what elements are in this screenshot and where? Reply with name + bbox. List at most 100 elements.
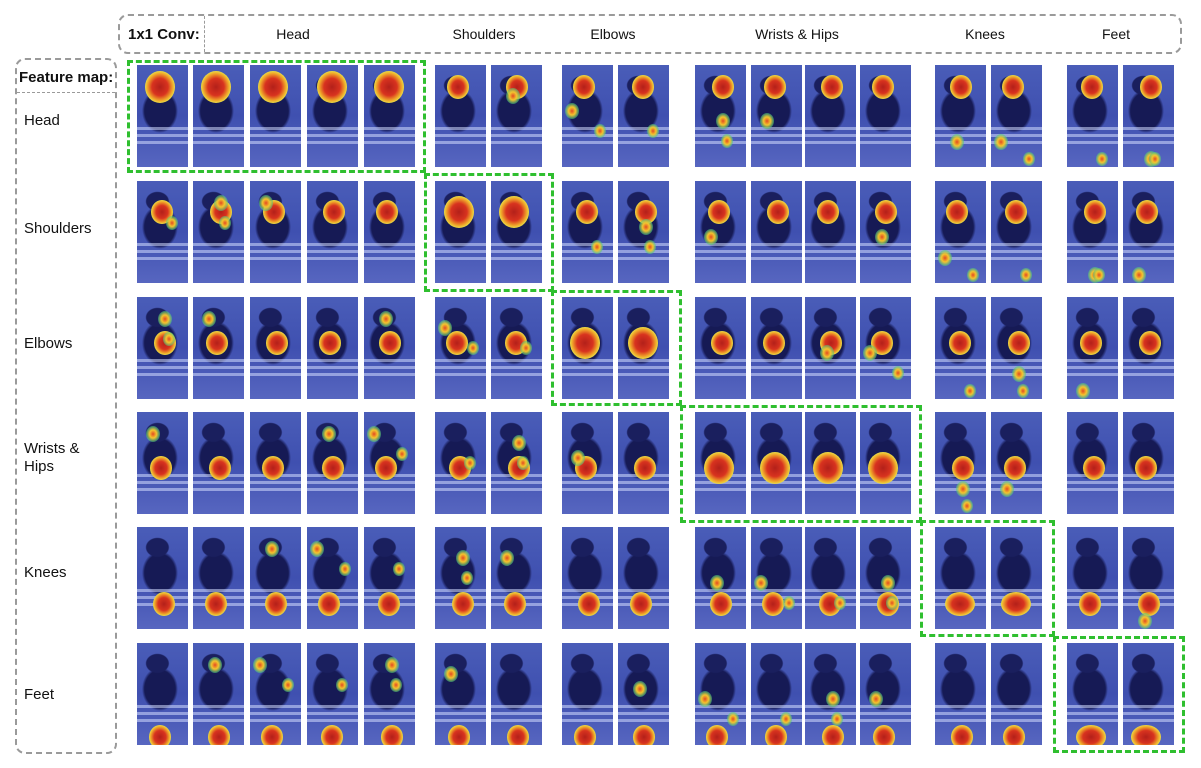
heatmap-spot-2 (467, 341, 479, 355)
heatmap-spot-0 (374, 71, 404, 103)
heatmap-thumb-feet-elbows (562, 643, 613, 745)
heatmap-spot-0 (575, 456, 597, 480)
heatmap-spot-0 (1080, 331, 1102, 355)
heatmap-spot-0 (570, 327, 600, 359)
heatmap-spot-0 (447, 75, 469, 99)
heatmap-thumb-wrists-hips-head (250, 412, 301, 514)
row-label-wrists-hips: Wrists & Hips (24, 440, 80, 475)
heatmap-spot-0 (1139, 331, 1161, 355)
heatmap-spot-0 (1076, 725, 1106, 745)
heatmap-spot-0 (1079, 592, 1101, 616)
heatmap-spot-2 (591, 240, 603, 254)
heatmap-spot-2 (461, 571, 473, 585)
heatmap-thumb-shoulders-knees (935, 181, 986, 283)
heatmap-spot-2 (1023, 152, 1035, 166)
heatmap-spot-1 (1138, 613, 1152, 629)
heatmap-thumb-wrists-hips-feet (1123, 412, 1174, 514)
heatmap-thumb-knees-knees (935, 527, 986, 629)
heatmap-thumb-elbows-wrists-hips (695, 297, 746, 399)
heatmap-spot-2 (967, 268, 979, 282)
heatmap-spot-1 (698, 691, 712, 707)
heatmap-spot-1 (704, 229, 718, 245)
heatmap-thumb-knees-shoulders (435, 527, 486, 629)
column-label-feet: Feet (1101, 26, 1131, 42)
conv-header: 1x1 Conv: (118, 14, 1182, 54)
heatmap-spot-1 (202, 311, 216, 327)
heatmap-spot-0 (319, 331, 341, 355)
heatmap-spot-0 (205, 592, 227, 616)
heatmap-spot-0 (945, 592, 975, 616)
heatmap-spot-1 (710, 575, 724, 591)
heatmap-spot-0 (449, 456, 471, 480)
heatmap-spot-0 (767, 200, 789, 224)
heatmap-thumb-elbows-elbows (618, 297, 669, 399)
heatmap-thumb-knees-head (250, 527, 301, 629)
heatmap-spot-0 (708, 200, 730, 224)
heatmap-spot-0 (578, 592, 600, 616)
heatmap-thumb-shoulders-head (250, 181, 301, 283)
heatmap-spot-2 (219, 216, 231, 230)
heatmap-spot-0 (710, 592, 732, 616)
heatmap-thumb-head-elbows (618, 65, 669, 167)
heatmap-spot-0 (266, 331, 288, 355)
heatmap-spot-1 (506, 88, 520, 104)
heatmap-spot-0 (1005, 200, 1027, 224)
heatmap-spot-0 (712, 75, 734, 99)
heatmap-spot-0 (632, 75, 654, 99)
heatmap-thumb-feet-wrists-hips (695, 643, 746, 745)
heatmap-spot-0 (764, 75, 786, 99)
heatmap-spot-0 (201, 71, 231, 103)
heatmap-thumb-elbows-wrists-hips (805, 297, 856, 399)
heatmap-thumb-feet-wrists-hips (751, 643, 802, 745)
heatmap-thumb-shoulders-wrists-hips (860, 181, 911, 283)
heatmap-thumb-knees-shoulders (491, 527, 542, 629)
heatmap-spot-1 (1076, 383, 1090, 399)
heatmap-thumb-shoulders-head (137, 181, 188, 283)
heatmap-thumb-wrists-hips-elbows (562, 412, 613, 514)
heatmap-spot-0 (1002, 75, 1024, 99)
heatmap-spot-1 (826, 691, 840, 707)
heatmap-spot-0 (1001, 592, 1031, 616)
heatmap-thumb-shoulders-knees (991, 181, 1042, 283)
heatmap-spot-0 (820, 331, 842, 355)
heatmap-spot-0 (263, 200, 285, 224)
heatmap-spot-0 (762, 592, 784, 616)
heatmap-thumb-shoulders-wrists-hips (805, 181, 856, 283)
heatmap-spot-2 (892, 366, 904, 380)
heatmap-thumb-head-wrists-hips (695, 65, 746, 167)
heatmap-spot-0 (946, 200, 968, 224)
heatmap-spot-1 (512, 435, 526, 451)
heatmap-spot-0 (376, 200, 398, 224)
heatmap-spot-1 (265, 541, 279, 557)
heatmap-thumb-head-head (250, 65, 301, 167)
heatmap-spot-0 (321, 725, 343, 745)
heatmap-spot-0 (576, 200, 598, 224)
heatmap-spot-1 (322, 426, 336, 442)
heatmap-spot-1 (259, 195, 273, 211)
heatmap-spot-0 (871, 331, 893, 355)
heatmap-spot-0 (209, 456, 231, 480)
heatmap-thumb-wrists-hips-head (364, 412, 415, 514)
heatmap-thumb-shoulders-elbows (562, 181, 613, 283)
heatmap-spot-0 (208, 725, 230, 745)
heatmap-thumb-feet-shoulders (435, 643, 486, 745)
heatmap-thumb-knees-feet (1123, 527, 1174, 629)
heatmap-spot-0 (150, 456, 172, 480)
heatmap-thumb-wrists-hips-wrists-hips (751, 412, 802, 514)
heatmap-thumb-knees-elbows (618, 527, 669, 629)
heatmap-spot-2 (727, 712, 739, 726)
heatmap-thumb-knees-wrists-hips (695, 527, 746, 629)
heatmap-thumb-knees-feet (1067, 527, 1118, 629)
heatmap-spot-1 (754, 575, 768, 591)
heatmap-spot-0 (821, 75, 843, 99)
heatmap-spot-2 (831, 712, 843, 726)
heatmap-spot-0 (1003, 725, 1025, 745)
heatmap-thumb-feet-feet (1067, 643, 1118, 745)
heatmap-spot-0 (630, 592, 652, 616)
heatmap-thumb-head-wrists-hips (751, 65, 802, 167)
heatmap-spot-1 (456, 550, 470, 566)
header-divider (204, 16, 205, 52)
heatmap-thumb-shoulders-head (364, 181, 415, 283)
heatmap-thumb-wrists-hips-knees (935, 412, 986, 514)
heatmap-spot-1 (633, 681, 647, 697)
